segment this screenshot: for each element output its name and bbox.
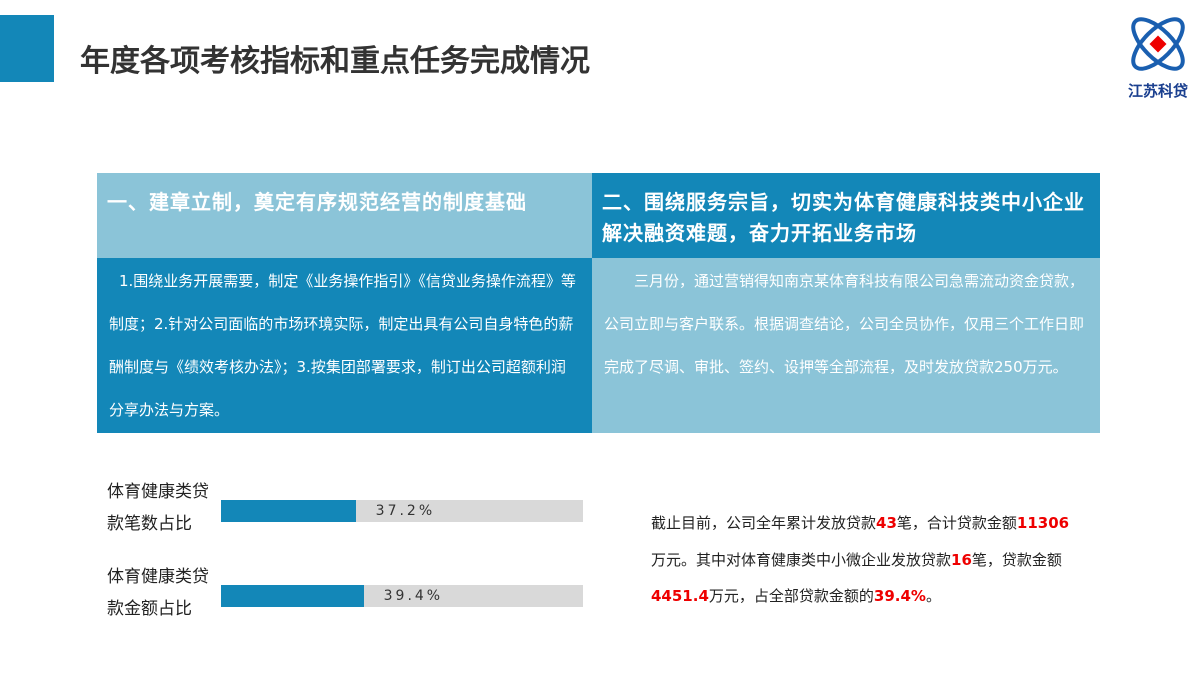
section-heading: 一、建章立制，奠定有序规范经营的制度基础 xyxy=(97,173,592,258)
summary-highlight: 43 xyxy=(876,514,897,532)
summary-text: 万元。其中对体育健康类中小微企业发放贷款 xyxy=(651,550,952,569)
summary-highlight: 16 xyxy=(951,550,972,569)
title-accent xyxy=(0,15,54,82)
summary-text: 。 xyxy=(925,587,941,605)
progress-value-label: 39.4% xyxy=(383,588,444,604)
section-body: 三月份，通过营销得知南京某体育科技有限公司急需流动资金贷款，公司立即与客户联系。… xyxy=(592,258,1100,433)
summary: 截止目前，公司全年累计发放贷款43笔，合计贷款金额11306 万元。其中对体育健康… xyxy=(651,505,1081,615)
summary-highlight: 39.4% xyxy=(873,587,926,605)
logo: 江苏科贷 xyxy=(1128,17,1188,100)
progress-label: 体育健康类贷款金额占比 xyxy=(107,567,209,619)
summary-text: 截止目前，公司全年累计发放贷款 xyxy=(651,514,877,532)
section-heading: 二、围绕服务宗旨，切实为体育健康科技类中小企业解决融资难题，奋力开拓业务市场 xyxy=(592,173,1100,258)
summary-text: 笔，贷款金额 xyxy=(971,550,1062,569)
summary-text: 万元，占全部贷款金额的 xyxy=(708,587,874,605)
section-body: 1.围绕业务开展需要，制定《业务操作指引》《信贷业务操作流程》等制度；2.针对公… xyxy=(97,258,592,433)
progress-label: 体育健康类贷款笔数占比 xyxy=(107,482,209,534)
summary-highlight: 11306 xyxy=(1016,514,1070,532)
progress-bar xyxy=(221,585,364,607)
progress-bar xyxy=(221,500,356,522)
page-title: 年度各项考核指标和重点任务完成情况 xyxy=(80,44,590,79)
summary-text: 笔，合计贷款金额 xyxy=(896,514,1017,532)
progress-value-label: 37.2% xyxy=(375,503,436,519)
logo-text: 江苏科贷 xyxy=(1128,82,1188,100)
summary-highlight: 4451.4 xyxy=(651,587,709,605)
